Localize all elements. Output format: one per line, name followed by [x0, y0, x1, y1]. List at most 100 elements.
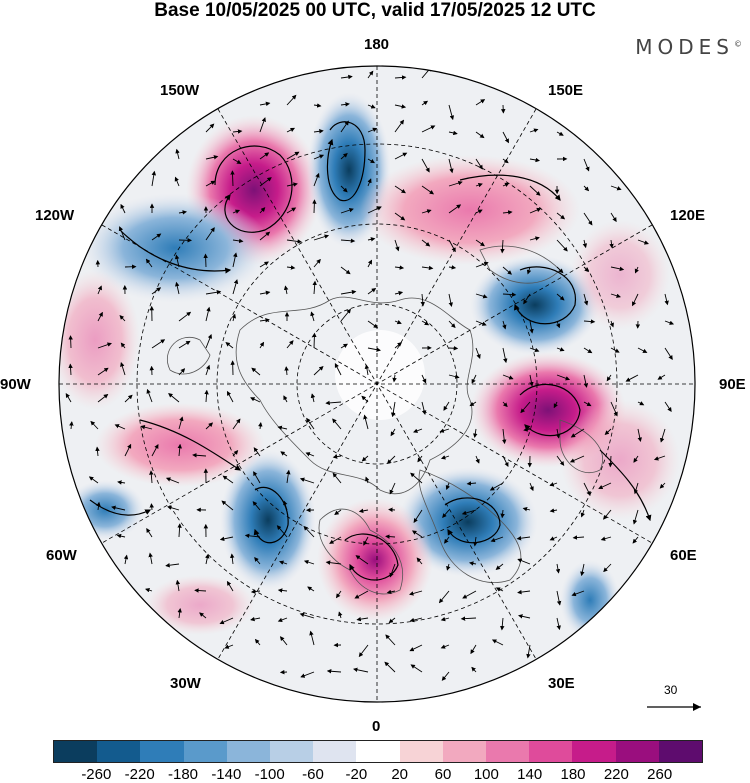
wind-arrow: [118, 226, 126, 241]
wind-arrow: [389, 563, 396, 578]
wind-arrow: [526, 266, 532, 275]
anomaly-high: [317, 498, 433, 622]
wind-arrow: [97, 342, 112, 349]
wind-arrow: [603, 563, 612, 573]
wind-arrow: [610, 293, 621, 298]
wind-arrow: [394, 239, 400, 252]
wind-arrow: [475, 99, 486, 106]
wind-arrow: [253, 471, 261, 484]
wind-arrow: [606, 374, 612, 382]
wind-arrow: [502, 374, 514, 380]
colorbar-swatch: [399, 741, 443, 762]
wind-arrow: [469, 561, 477, 566]
wind-arrow: [340, 102, 350, 107]
wind-arrow: [421, 265, 434, 271]
wind-arrow: [283, 395, 288, 403]
wind-arrow: [421, 158, 430, 173]
wind-arrow: [205, 422, 214, 430]
wind-arrow: [495, 563, 504, 570]
lon-label-180: 180: [364, 36, 390, 53]
wind-arrow: [310, 311, 315, 322]
wind-arrow: [570, 428, 585, 438]
wind-arrow: [442, 509, 450, 518]
wind-arrow: [517, 589, 531, 595]
colorbar-label: -20: [345, 766, 368, 783]
wind-arrow: [529, 128, 539, 133]
wind-arrow: [389, 482, 396, 495]
wind-arrow: [367, 320, 379, 329]
wind-arrow: [529, 347, 540, 353]
wind-arrow: [582, 239, 588, 249]
wind-arrow: [367, 178, 372, 187]
colorbar-swatch: [658, 741, 703, 762]
wind-arrow: [276, 525, 288, 538]
wind-arrow: [326, 669, 342, 674]
wind-arrow: [250, 616, 261, 622]
wind-arrow: [473, 428, 478, 438]
wind-arrow: [632, 536, 639, 544]
wind-arrow: [332, 418, 342, 430]
wind-arrow: [448, 293, 453, 307]
wind-arrow: [523, 293, 531, 305]
wind-arrow: [421, 125, 436, 133]
wind-arrow: [517, 558, 531, 565]
wind-arrow: [556, 239, 568, 252]
wind-arrow: [632, 293, 639, 307]
wind-arrow: [394, 152, 408, 160]
wind-arrow: [232, 279, 239, 295]
wind-arrow: [489, 482, 504, 491]
wind-arrow: [178, 416, 184, 430]
wind-arrow: [610, 401, 618, 417]
anomaly-low: [80, 193, 270, 303]
wind-arrow: [204, 389, 209, 403]
wind-arrow: [340, 74, 353, 80]
wind-arrow: [417, 455, 423, 463]
colorbar-label: -260: [81, 766, 112, 783]
anomaly-high: [570, 220, 670, 330]
wind-arrow: [471, 666, 477, 673]
map-title: Base 10/05/2025 00 UTC, valid 17/05/2025…: [154, 0, 596, 21]
wind-arrow: [367, 259, 373, 268]
wind-arrow: [475, 293, 488, 299]
wind-arrow: [443, 401, 450, 411]
wind-arrow: [583, 293, 589, 306]
wind-arrow: [124, 443, 132, 457]
wind-arrow: [461, 509, 477, 516]
wind-arrow: [313, 129, 324, 134]
wind-arrow: [312, 332, 317, 349]
wind-arrow: [653, 455, 666, 461]
wind-arrow: [205, 553, 210, 565]
wind-arrow: [583, 266, 590, 273]
wind-arrow: [608, 455, 613, 468]
wind-arrow: [167, 505, 180, 511]
wind-arrow: [583, 347, 593, 354]
wind-arrow: [117, 480, 126, 485]
wind-arrow: [394, 319, 402, 325]
wind-arrow: [123, 554, 129, 565]
wind-arrow: [659, 482, 666, 489]
wind-arrow: [386, 455, 396, 464]
wind-arrow: [250, 397, 261, 403]
wind-arrow: [633, 482, 639, 495]
wind-arrow: [657, 374, 666, 380]
wind-arrow: [572, 535, 585, 540]
wind-arrow: [421, 239, 431, 247]
wind-arrow: [192, 453, 207, 458]
wind-arrow: [178, 210, 187, 215]
wind-arrow: [394, 75, 407, 80]
wind-arrow: [390, 401, 396, 418]
wind-arrow: [194, 588, 207, 593]
wind-arrow: [522, 507, 531, 512]
wind-arrow: [232, 129, 243, 134]
wind-arrow: [502, 266, 512, 275]
graticule: [59, 66, 695, 702]
wind-arrow: [97, 311, 103, 322]
wind-arrow: [175, 579, 181, 592]
wind-arrow: [284, 366, 289, 376]
wind-arrow: [340, 120, 349, 133]
wind-arrow: [448, 265, 457, 270]
wind-arrow: [232, 209, 241, 214]
colorbar-label: 220: [603, 766, 629, 783]
anomaly-high: [560, 400, 680, 520]
wind-arrow: [88, 476, 99, 484]
